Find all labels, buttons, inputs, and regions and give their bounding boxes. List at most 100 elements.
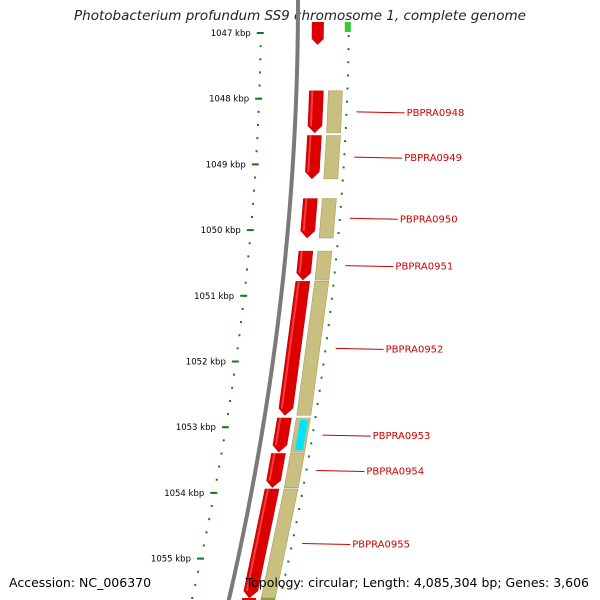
gc-dot [314, 416, 317, 419]
tick-dot [231, 386, 234, 389]
gene-label-line [345, 265, 394, 268]
gene-label: PBPRA0951 [395, 262, 453, 273]
feature-band [318, 198, 337, 239]
gc-dot [300, 494, 303, 497]
gc-dot [330, 297, 333, 300]
gene-label: PBPRA0953 [373, 431, 431, 442]
gc-dot [281, 586, 284, 589]
gc-dot [335, 258, 338, 261]
gene-label: PBPRA0950 [400, 214, 458, 225]
gene-label-line [335, 347, 384, 350]
gc-dot [339, 205, 342, 208]
gc-dot [345, 113, 348, 116]
tick-dot [227, 413, 230, 416]
tick-dot [202, 544, 205, 547]
cds-highlight [280, 281, 300, 409]
highlight-feature [295, 420, 309, 451]
gc-dot [344, 140, 347, 143]
gc-dot [347, 35, 350, 37]
tick-dot [246, 268, 249, 271]
gene-label-line [322, 434, 371, 437]
cds-arrow [311, 22, 324, 45]
gc-dot [303, 481, 306, 484]
cds-arrow [278, 281, 311, 416]
tick-dot [240, 321, 243, 324]
gc-dot [327, 324, 330, 327]
tick-label: 1051 kbp [194, 292, 234, 302]
tick-dot [247, 255, 250, 258]
tick-label: 1054 kbp [164, 489, 204, 499]
gc-dot [310, 442, 313, 445]
feature-band [326, 90, 343, 134]
tick-label: 1053 kbp [176, 423, 216, 433]
feature-band [323, 135, 341, 180]
cds-arrow [307, 90, 324, 134]
gc-dot [292, 534, 295, 537]
gene-label-line [302, 542, 351, 545]
tick-dot [218, 465, 221, 468]
cds-highlight [309, 90, 314, 126]
gc-dot [341, 179, 344, 182]
tick-dot [194, 583, 197, 586]
tick-label: 1050 kbp [201, 226, 241, 236]
tick-dot [215, 478, 218, 481]
gc-dot [342, 166, 345, 169]
gc-dot [343, 153, 346, 156]
gc-dot [346, 87, 349, 90]
tick-dot [238, 334, 241, 337]
gc-dot [316, 402, 319, 405]
feature-band [283, 453, 305, 488]
feature-band [314, 250, 333, 281]
genome-summary: Topology: circular; Length: 4,085,304 bp… [245, 575, 589, 590]
cds-highlight [298, 251, 303, 274]
backbone-arc [226, 0, 300, 600]
tick-dot [259, 58, 262, 61]
gc-dot [290, 547, 293, 550]
tick-dot [250, 215, 253, 218]
gc-dot [344, 126, 347, 129]
gc-dot [326, 337, 329, 340]
tick-label: 1052 kbp [186, 358, 226, 368]
gc-dot [287, 560, 290, 563]
tick-dot [233, 373, 236, 376]
gc-dot [337, 232, 340, 235]
gc-dot [322, 363, 325, 366]
gc-dot [346, 74, 349, 77]
map-title: Photobacterium profundum SS9 chromosome … [74, 8, 526, 24]
cds-arrow [300, 198, 318, 239]
gc-dot [340, 192, 343, 195]
tick-dot [256, 137, 259, 140]
gc-dot [346, 100, 349, 103]
accession-label: Accession: NC_006370 [9, 575, 152, 590]
gene-label-line [354, 156, 403, 159]
feature-band [296, 281, 330, 416]
gc-dot [312, 429, 315, 432]
gc-dot [305, 468, 308, 471]
green-feature [344, 22, 351, 32]
gc-dot [320, 376, 323, 379]
gc-dot [347, 61, 350, 64]
tick-dot [244, 281, 247, 284]
tick-label: 1055 kbp [151, 555, 191, 565]
cds-highlight [302, 198, 308, 231]
tick-dot [257, 110, 260, 113]
tick-dot [229, 399, 232, 402]
tick-label: 1049 kbp [206, 160, 246, 170]
gene-label-line [316, 470, 365, 473]
gc-dot [336, 245, 339, 248]
cds-arrow [305, 135, 322, 180]
cds-highlight [268, 453, 276, 481]
tick-dot [253, 189, 256, 192]
tick-dot [258, 84, 261, 87]
tick-dot [241, 307, 244, 310]
cds-highlight [245, 488, 270, 592]
tick-label: 1047 kbp [211, 29, 251, 39]
cds-arrow [266, 453, 286, 488]
gc-dot [298, 508, 301, 511]
gene-label: PBPRA0955 [352, 539, 410, 550]
gc-dot [324, 350, 327, 353]
tick-dot [255, 150, 258, 153]
gc-dot [338, 218, 341, 221]
tick-dot [252, 202, 255, 205]
